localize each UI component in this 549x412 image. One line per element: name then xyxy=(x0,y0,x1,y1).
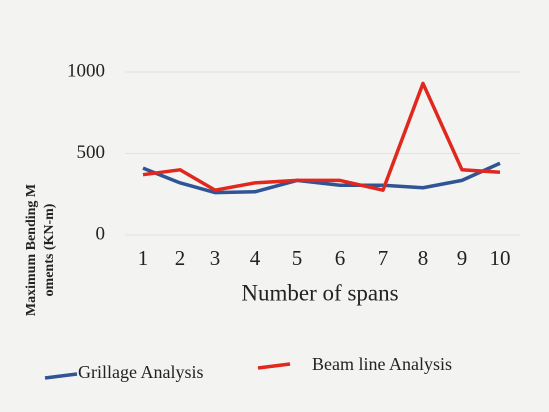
x-tick-label: 10 xyxy=(490,246,511,270)
x-tick-label: 7 xyxy=(378,246,389,270)
legend-swatch xyxy=(257,362,291,370)
x-tick-label: 9 xyxy=(457,246,468,270)
x-tick-label: 8 xyxy=(418,246,429,270)
series-line xyxy=(142,81,501,192)
y-tick-label: 500 xyxy=(77,142,106,163)
legend-label: Beam line Analysis xyxy=(312,354,452,374)
y-axis-title: oments (KN-m) xyxy=(42,203,57,296)
x-tick-label: 1 xyxy=(138,246,149,270)
x-tick-label: 3 xyxy=(210,246,221,270)
y-tick-label: 1000 xyxy=(67,60,105,81)
y-tick-label: 0 xyxy=(96,223,106,244)
legend-label: Grillage Analysis xyxy=(78,362,203,382)
x-tick-label: 4 xyxy=(250,246,261,270)
legend-swatch xyxy=(44,372,78,380)
x-axis-title: Number of spans xyxy=(241,280,398,305)
x-tick-label: 5 xyxy=(292,246,303,270)
y-axis-title: Maximum Bending M xyxy=(24,184,39,316)
series-line xyxy=(142,161,501,195)
x-tick-label: 6 xyxy=(335,246,346,270)
x-tick-label: 2 xyxy=(175,246,186,270)
